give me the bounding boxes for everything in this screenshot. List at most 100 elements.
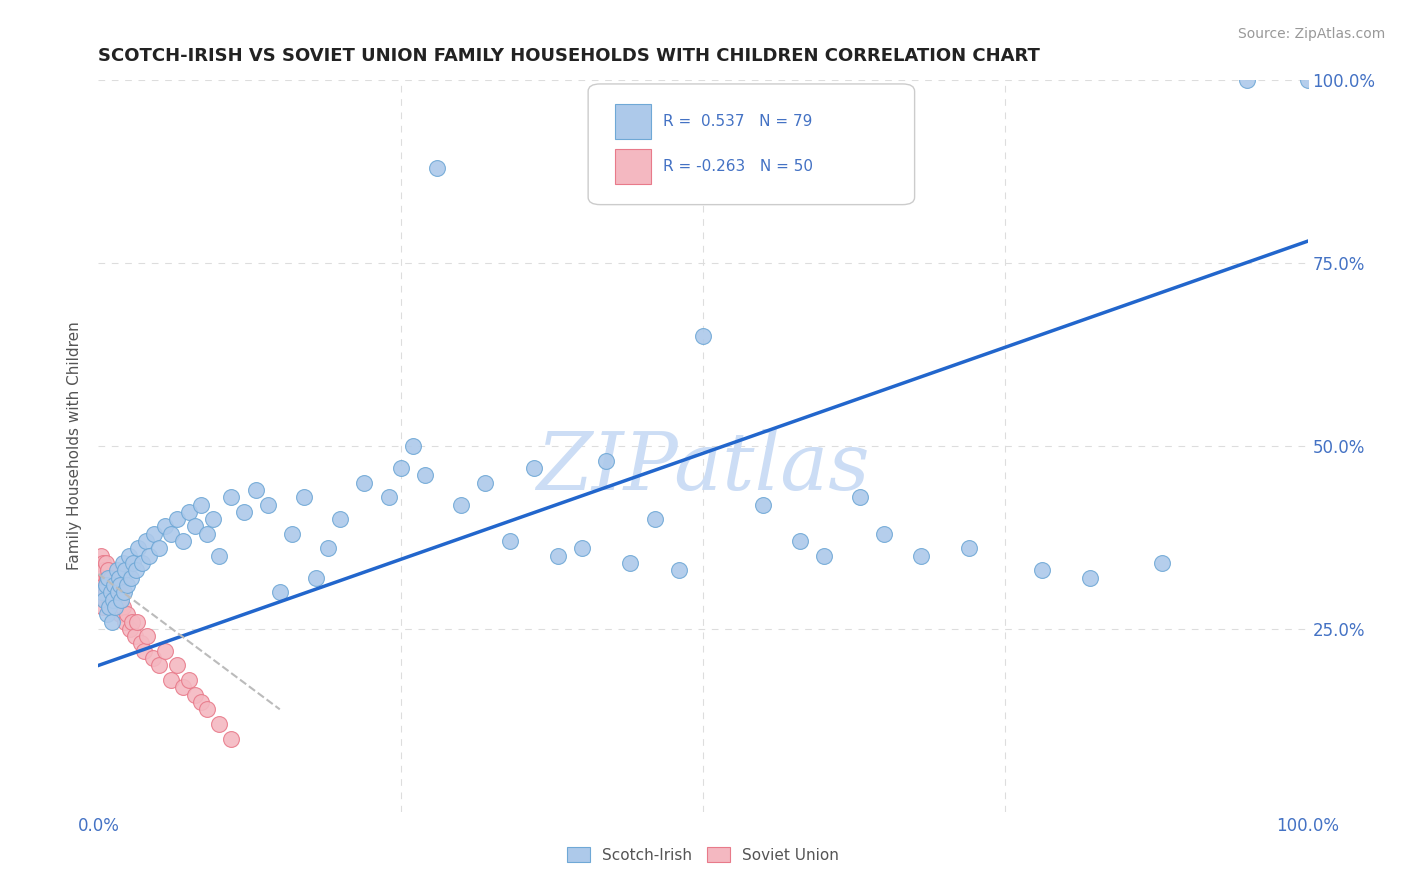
Point [101, 578, 124, 592]
Point [100, 599, 122, 614]
Point [91, 556, 114, 570]
Point [108, 571, 131, 585]
Point [91, 599, 114, 614]
Point [125, 563, 148, 577]
Point [1152, 556, 1174, 570]
Point [789, 534, 811, 549]
Point [377, 490, 399, 504]
Point [269, 585, 291, 599]
Point [910, 549, 932, 563]
Bar [614, 149, 651, 184]
Point [103, 578, 125, 592]
Point [179, 505, 201, 519]
Legend: Scotch-Irish, Soviet Union: Scotch-Irish, Soviet Union [567, 847, 839, 863]
Point [413, 468, 436, 483]
Point [172, 681, 194, 695]
Point [195, 702, 218, 716]
Point [474, 475, 496, 490]
Point [389, 461, 412, 475]
Point [101, 592, 124, 607]
Point [256, 498, 278, 512]
Point [91, 571, 114, 585]
Point [129, 636, 152, 650]
Point [117, 578, 139, 592]
Point [305, 571, 328, 585]
Point [127, 541, 149, 556]
Point [957, 541, 980, 556]
Point [523, 461, 546, 475]
Point [221, 731, 243, 746]
Point [292, 490, 315, 504]
Point [135, 534, 157, 549]
Point [124, 629, 146, 643]
Point [112, 585, 135, 599]
Point [498, 534, 520, 549]
Point [110, 592, 132, 607]
Text: SCOTCH-IRISH VS SOVIET UNION FAMILY HOUSEHOLDS WITH CHILDREN CORRELATION CHART: SCOTCH-IRISH VS SOVIET UNION FAMILY HOUS… [98, 47, 1040, 65]
Point [172, 534, 194, 549]
Point [208, 549, 231, 563]
Point [100, 615, 122, 629]
Point [179, 673, 201, 687]
Y-axis label: Family Households with Children: Family Households with Children [67, 322, 83, 570]
Point [142, 651, 165, 665]
Point [232, 505, 254, 519]
Point [96, 571, 118, 585]
Point [595, 453, 617, 467]
Point [103, 592, 125, 607]
Point [90, 549, 112, 563]
Point [571, 541, 593, 556]
Point [190, 695, 212, 709]
Point [93, 578, 115, 592]
Point [692, 329, 714, 343]
Bar [614, 103, 651, 139]
Point [111, 556, 134, 570]
Point [402, 439, 425, 453]
Point [100, 571, 122, 585]
Point [426, 161, 449, 175]
Point [353, 475, 375, 490]
Point [110, 585, 132, 599]
Point [104, 599, 127, 614]
Point [97, 592, 120, 607]
Point [143, 526, 166, 541]
Point [97, 563, 120, 577]
Point [111, 599, 134, 614]
Point [131, 556, 153, 570]
Point [90, 585, 112, 599]
Point [208, 717, 231, 731]
Point [121, 615, 143, 629]
Point [1078, 571, 1101, 585]
Point [190, 498, 212, 512]
Point [668, 563, 690, 577]
Point [160, 526, 183, 541]
Text: ZIPatlas: ZIPatlas [536, 429, 870, 507]
Point [166, 512, 188, 526]
Point [114, 615, 136, 629]
Point [105, 599, 128, 614]
Point [91, 585, 114, 599]
Text: R =  0.537   N = 79: R = 0.537 N = 79 [664, 114, 813, 128]
Point [153, 519, 176, 533]
Point [135, 629, 157, 643]
Point [114, 563, 136, 577]
Point [281, 526, 304, 541]
Point [316, 541, 339, 556]
Point [547, 549, 569, 563]
Point [245, 483, 267, 497]
Point [107, 585, 129, 599]
Point [1296, 73, 1319, 87]
FancyBboxPatch shape [588, 84, 915, 204]
Point [329, 512, 352, 526]
Point [127, 615, 149, 629]
Point [849, 490, 872, 504]
Point [97, 571, 120, 585]
Point [450, 498, 472, 512]
Point [118, 549, 141, 563]
Point [96, 578, 118, 592]
Point [153, 644, 176, 658]
Point [118, 622, 141, 636]
Point [89, 563, 111, 577]
Point [120, 571, 142, 585]
Point [98, 578, 121, 592]
